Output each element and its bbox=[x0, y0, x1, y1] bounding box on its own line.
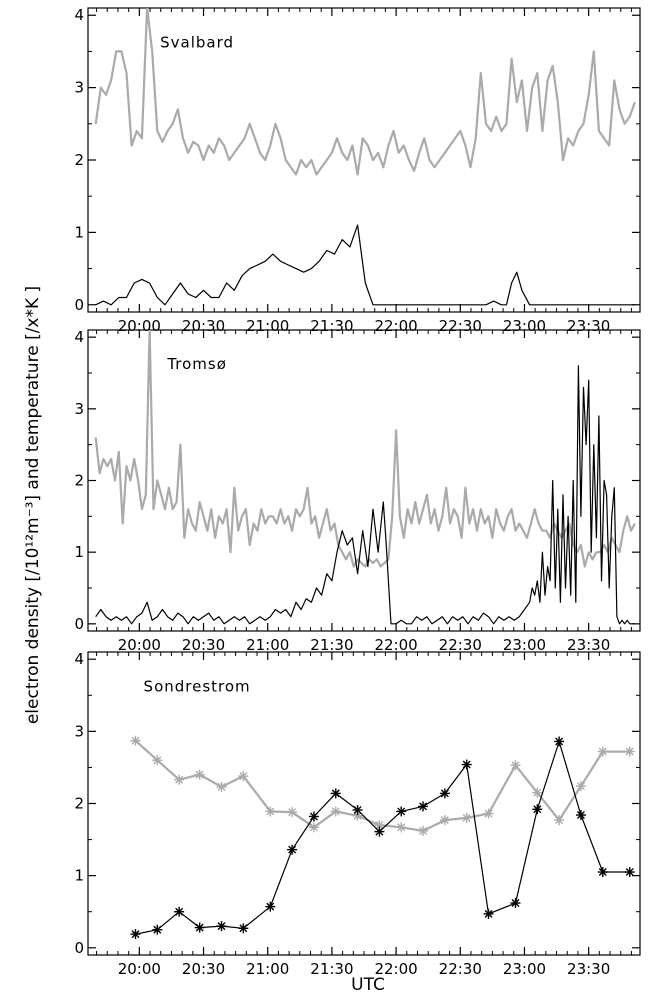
y-tick-label: 1 bbox=[74, 543, 84, 561]
series-2-point bbox=[418, 801, 429, 812]
x-tick-label: 21:00 bbox=[246, 960, 289, 978]
series-1-point bbox=[418, 825, 429, 836]
panel-2: 0 1 2 3 4 20:00 20:30 21:00 21:30 22:00 22:30 23:00… bbox=[74, 328, 641, 654]
series-2-point bbox=[265, 901, 276, 912]
series-1-point bbox=[597, 746, 608, 757]
series-2-point bbox=[308, 811, 319, 822]
series-2-point bbox=[554, 736, 565, 747]
x-tick-label: 21:30 bbox=[310, 636, 353, 654]
series-2-point bbox=[624, 867, 635, 878]
series-1-point bbox=[265, 806, 276, 817]
series-1-point bbox=[130, 735, 141, 746]
y-tick-label: 3 bbox=[74, 722, 84, 740]
y-axis-title: electron density [/10¹²m⁻³] and temperat… bbox=[23, 286, 43, 724]
x-tick-label: 22:00 bbox=[374, 960, 417, 978]
y-tick-label: 4 bbox=[74, 328, 84, 346]
series-2-point bbox=[174, 906, 185, 917]
series-1-line bbox=[94, 330, 636, 568]
series-1-point bbox=[510, 760, 521, 771]
x-tick-label: 22:30 bbox=[439, 960, 482, 978]
x-tick-label: 23:30 bbox=[567, 960, 610, 978]
series-2-point bbox=[152, 924, 163, 935]
series-2-point bbox=[216, 921, 227, 932]
series-2-point bbox=[510, 898, 521, 909]
series-1-point bbox=[575, 781, 586, 792]
y-tick-label: 1 bbox=[74, 223, 84, 241]
series-1-point bbox=[308, 822, 319, 833]
series-1-point bbox=[554, 815, 565, 826]
series-2-point bbox=[194, 922, 205, 933]
y-tick-label: 4 bbox=[74, 650, 84, 668]
series-2-point bbox=[461, 759, 472, 770]
panel-3: 0 1 2 3 4 20:00 20:30 21:00 21:30 22:00 22:30 23:00… bbox=[74, 650, 641, 978]
series-2-point bbox=[597, 867, 608, 878]
series-1-point bbox=[483, 808, 494, 819]
y-tick-label: 3 bbox=[74, 400, 84, 418]
series-1-line bbox=[94, 8, 636, 176]
x-tick-label: 23:00 bbox=[503, 636, 546, 654]
series-1-point bbox=[396, 822, 407, 833]
series-2-point bbox=[130, 929, 141, 940]
series-2-point bbox=[352, 804, 363, 815]
x-tick-label: 20:30 bbox=[182, 960, 225, 978]
y-tick-label: 0 bbox=[74, 615, 84, 633]
y-tick-label: 1 bbox=[74, 867, 84, 885]
series-1-point bbox=[152, 755, 163, 766]
x-tick-label: 23:00 bbox=[503, 960, 546, 978]
series-2-point bbox=[238, 923, 249, 934]
series-1-point bbox=[461, 812, 472, 823]
series-2-point bbox=[396, 806, 407, 817]
y-tick-label: 2 bbox=[74, 472, 84, 490]
series-2-point bbox=[575, 810, 586, 821]
panel-title: Svalbard bbox=[160, 34, 234, 52]
series-2-point bbox=[483, 908, 494, 919]
plot-frame bbox=[87, 329, 641, 632]
series-1-point bbox=[174, 774, 185, 785]
x-tick-label: 20:00 bbox=[118, 636, 161, 654]
series-2-line bbox=[135, 740, 630, 935]
series-1-point bbox=[216, 781, 227, 792]
y-tick-label: 2 bbox=[74, 151, 84, 169]
x-tick-label: 21:30 bbox=[310, 960, 353, 978]
x-tick-label: 22:30 bbox=[439, 636, 482, 654]
series-1-point bbox=[330, 806, 341, 817]
panel-title: Tromsø bbox=[166, 355, 227, 373]
series-1-point bbox=[194, 769, 205, 780]
x-tick-label: 20:30 bbox=[182, 636, 225, 654]
series-2-point bbox=[330, 788, 341, 799]
series-2-point bbox=[532, 804, 543, 815]
x-tick-label: 21:00 bbox=[246, 636, 289, 654]
y-tick-label: 4 bbox=[74, 6, 84, 24]
plot-frame bbox=[87, 7, 641, 313]
panels-container: 0 1 2 3 4 20:00 20:30 21:00 21:30 22:00 22:30 23:00… bbox=[74, 6, 641, 978]
series-1-point bbox=[532, 787, 543, 798]
x-tick-label: 22:00 bbox=[374, 636, 417, 654]
y-tick-label: 0 bbox=[74, 296, 84, 314]
series-2-point bbox=[439, 788, 450, 799]
series-1-point bbox=[439, 815, 450, 826]
y-tick-label: 0 bbox=[74, 939, 84, 957]
y-tick-label: 2 bbox=[74, 795, 84, 813]
y-tick-label: 3 bbox=[74, 79, 84, 97]
x-tick-label: 23:30 bbox=[567, 636, 610, 654]
x-axis-title: UTC bbox=[351, 975, 385, 995]
series-2-point bbox=[374, 826, 385, 837]
plot-frame bbox=[87, 651, 641, 956]
panel-title: Sondrestrom bbox=[144, 677, 251, 695]
series-2-line bbox=[95, 224, 635, 306]
x-tick-label: 20:00 bbox=[118, 960, 161, 978]
series-1-point bbox=[624, 746, 635, 757]
series-1-point bbox=[238, 771, 249, 782]
series-2-point bbox=[287, 844, 298, 855]
series-1-point bbox=[287, 807, 298, 818]
series-2-line bbox=[95, 365, 635, 625]
